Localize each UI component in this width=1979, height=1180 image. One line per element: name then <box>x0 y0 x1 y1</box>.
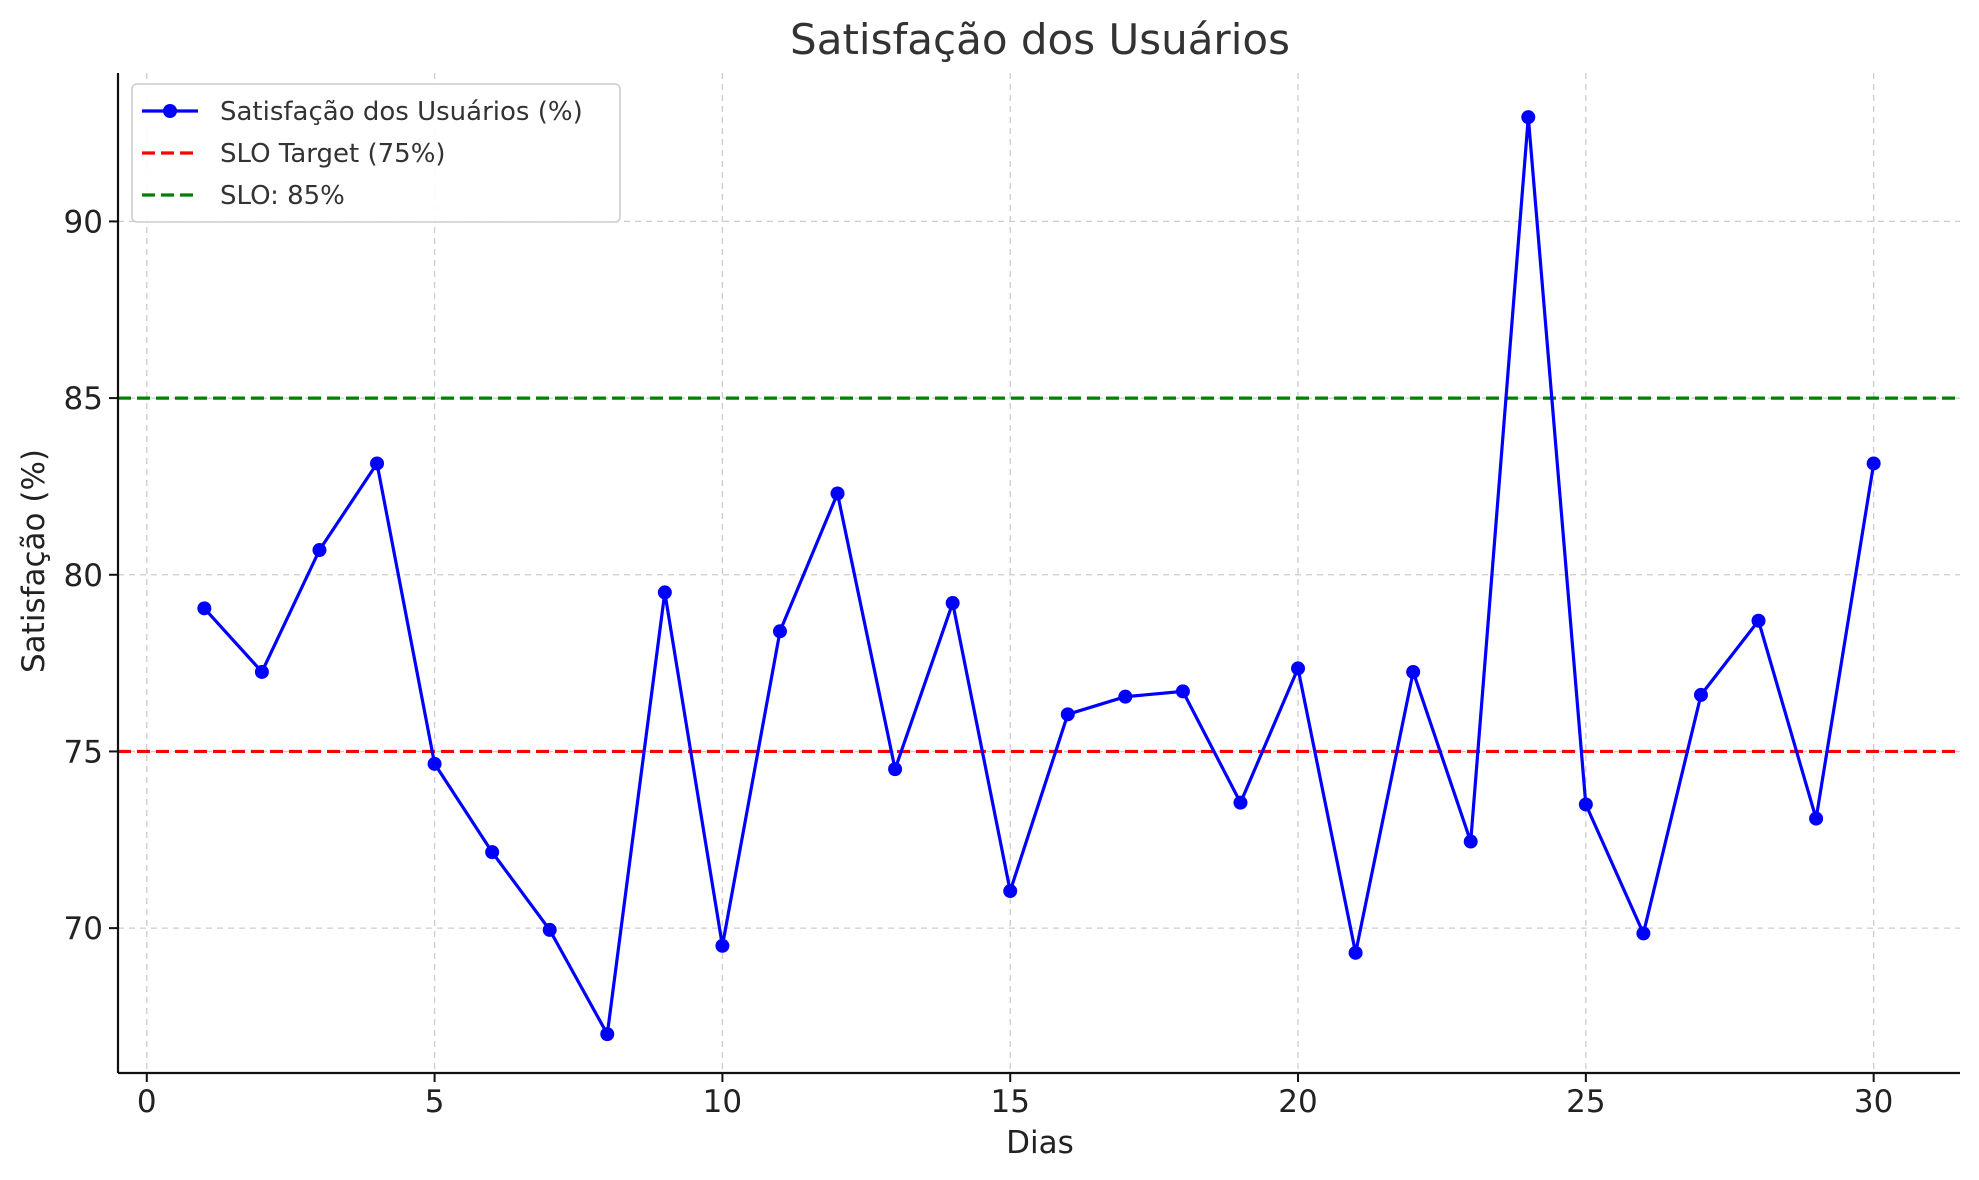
data-point <box>1809 811 1824 826</box>
data-point <box>1866 456 1881 471</box>
series-line <box>203 115 1876 1036</box>
data-point <box>197 601 212 616</box>
legend-entry-label: SLO Target (75%) <box>220 139 446 169</box>
x-axis-label: Dias <box>1006 1125 1074 1161</box>
data-point <box>715 938 730 953</box>
y-tick-label: 70 <box>64 911 103 947</box>
x-tick-label: 0 <box>137 1084 157 1120</box>
x-tick-label: 15 <box>990 1084 1029 1120</box>
x-tick-label: 20 <box>1278 1084 1317 1120</box>
data-point <box>600 1027 615 1042</box>
data-point <box>427 756 442 771</box>
data-point <box>1291 661 1306 676</box>
x-tick-label: 10 <box>703 1084 742 1120</box>
data-point <box>657 585 672 600</box>
legend-box <box>131 83 621 223</box>
legend-entry-label: Satisfação dos Usuários (%) <box>220 97 583 127</box>
data-point <box>1060 707 1075 722</box>
data-point <box>888 762 903 777</box>
legend: Satisfação dos Usuários (%) SLO Target (7… <box>131 83 621 223</box>
data-point <box>542 922 557 937</box>
data-point <box>1348 945 1363 960</box>
data-point <box>1578 797 1593 812</box>
series-layer <box>197 110 1881 1042</box>
y-tick-label: 85 <box>64 381 103 417</box>
x-tick-label: 30 <box>1854 1084 1893 1120</box>
data-point <box>772 624 787 639</box>
reference-lines <box>118 396 1960 754</box>
data-point <box>830 486 845 501</box>
data-point <box>1003 884 1018 899</box>
data-point <box>485 845 500 860</box>
data-point <box>312 543 327 558</box>
y-tick-label: 80 <box>64 558 103 594</box>
data-point <box>1175 684 1190 699</box>
y-tick-label: 90 <box>64 204 103 240</box>
data-point <box>1233 795 1248 810</box>
data-point <box>1463 834 1478 849</box>
data-point <box>1693 687 1708 702</box>
chart-title: Satisfação dos Usuários <box>790 15 1290 64</box>
data-point <box>1118 689 1133 704</box>
legend-marker <box>163 104 177 118</box>
data-point <box>1636 926 1651 941</box>
grid-lines <box>118 73 1960 1073</box>
x-tick-label: 25 <box>1566 1084 1605 1120</box>
data-point <box>1521 110 1536 125</box>
legend-entry-label: SLO: 85% <box>220 181 345 211</box>
data-point <box>945 596 960 611</box>
data-point <box>1751 613 1766 628</box>
data-point <box>370 456 385 471</box>
axes: 0 5 10 15 20 25 30 70 75 80 85 90 <box>64 73 1960 1120</box>
x-tick-label: 5 <box>425 1084 445 1120</box>
y-axis-label: Satisfação (%) <box>16 449 52 673</box>
data-point <box>1406 664 1421 679</box>
y-tick-label: 75 <box>64 734 103 770</box>
data-point <box>254 664 269 679</box>
